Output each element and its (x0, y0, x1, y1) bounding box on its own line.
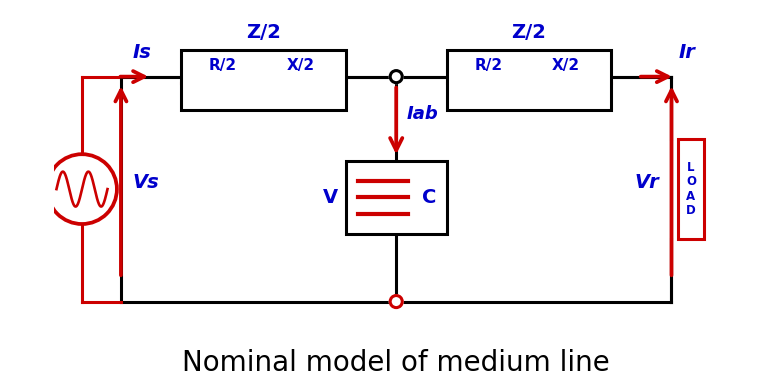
Text: X/2: X/2 (552, 58, 580, 73)
Text: R/2: R/2 (209, 58, 237, 73)
Bar (446, 50, 611, 110)
Bar (346, 161, 446, 234)
Text: Iab: Iab (407, 105, 438, 123)
Text: X/2: X/2 (287, 58, 315, 73)
Text: R/2: R/2 (474, 58, 502, 73)
Bar (182, 50, 346, 110)
Circle shape (390, 296, 402, 308)
Text: L
O
A
D: L O A D (686, 161, 696, 217)
Text: V: V (323, 188, 338, 207)
Text: C: C (422, 188, 436, 207)
Text: Is: Is (133, 43, 152, 62)
Text: Z/2: Z/2 (246, 23, 281, 42)
Text: Vs: Vs (133, 173, 160, 192)
Circle shape (390, 71, 402, 83)
Text: Z/2: Z/2 (511, 23, 546, 42)
Text: Vr: Vr (635, 173, 659, 192)
Bar (679, 139, 703, 239)
Text: Ir: Ir (679, 43, 695, 62)
Text: Nominal model of medium line: Nominal model of medium line (182, 349, 610, 376)
